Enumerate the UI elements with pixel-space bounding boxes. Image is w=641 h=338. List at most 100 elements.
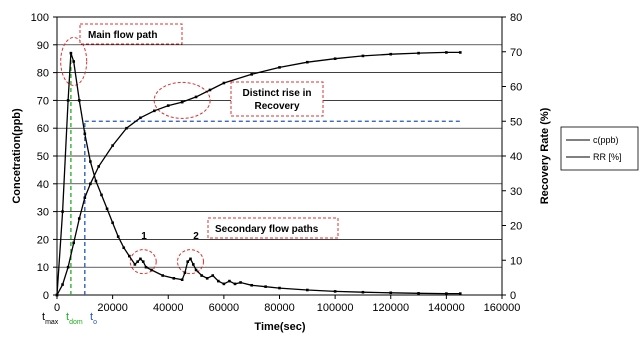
series-point-0	[77, 99, 81, 102]
series-point-0	[278, 286, 281, 290]
series-point-1	[125, 126, 128, 130]
series-point-0	[183, 271, 187, 275]
x-tick-label: 80000	[264, 302, 295, 314]
series-point-1	[111, 144, 114, 147]
series-point-0	[100, 193, 103, 197]
series-point-1	[194, 95, 198, 99]
y-left-tick-label: 10	[37, 262, 49, 274]
series-point-0	[133, 263, 137, 266]
y-right-axis-ticks: 0 10 20 30 40 50 60 70 80	[502, 12, 522, 302]
annotation-distinct-rise-line2: Recovery	[254, 101, 299, 112]
series-point-0	[211, 274, 215, 277]
series-point-1	[222, 81, 226, 85]
circle-peak-1	[129, 249, 157, 275]
y-right-axis-title: Recovery Rate (%)	[539, 107, 551, 204]
series-point-1	[333, 57, 337, 60]
reference-lines	[70, 53, 461, 295]
series-point-0	[69, 51, 73, 55]
series-point-0	[83, 132, 87, 136]
y-right-tick-label: 20	[510, 221, 522, 233]
series-point-0	[191, 263, 195, 266]
x-tick-label: 120000	[372, 302, 409, 314]
series-point-1	[77, 217, 81, 220]
y-left-tick-label: 100	[31, 12, 49, 24]
series-point-0	[61, 210, 64, 213]
y-right-tick-label: 40	[510, 151, 522, 163]
y-left-tick-label: 40	[37, 179, 49, 191]
series-point-0	[116, 235, 120, 238]
series-point-0	[94, 179, 98, 183]
series-point-1	[61, 283, 64, 286]
series-point-0	[217, 279, 220, 283]
series-point-0	[222, 282, 226, 286]
series-point-0	[161, 274, 164, 277]
y-left-tick-label: 70	[37, 95, 49, 107]
series-point-0	[111, 221, 114, 225]
annotation-circles	[60, 36, 211, 275]
series-point-1	[250, 73, 253, 76]
x-tick-label: 40000	[153, 302, 184, 314]
y-left-tick-label: 30	[37, 207, 49, 219]
series-point-0	[333, 290, 337, 293]
legend-item-c: c(ppb)	[593, 135, 619, 145]
series-point-0	[66, 99, 70, 102]
series-point-1	[72, 241, 75, 245]
circle-peak-2	[177, 249, 204, 275]
series-point-1	[445, 51, 448, 54]
circle-main-peak	[60, 36, 88, 86]
series-point-1	[306, 60, 309, 64]
series-point-0	[239, 281, 242, 284]
series-point-1	[208, 88, 212, 92]
x-tick-label: 160000	[484, 302, 521, 314]
y-left-axis-ticks: 0 10 20 30 40 50 60 70 80 90 100	[31, 12, 57, 302]
x-tick-label: 60000	[209, 302, 240, 314]
series-point-1	[153, 109, 156, 113]
annotation-main-flow-path-text: Main flow path	[88, 30, 157, 41]
y-left-tick-label: 60	[37, 123, 49, 135]
y-right-tick-label: 30	[510, 186, 522, 198]
legend-item-rr: RR [%]	[593, 152, 622, 162]
annotation-secondary-flow-paths: Secondary flow paths	[207, 217, 339, 239]
series-point-0	[180, 278, 184, 282]
series-point-1	[389, 52, 393, 56]
y-right-tick-label: 0	[510, 290, 516, 302]
y-right-tick-label: 50	[510, 116, 522, 128]
y-right-tick-label: 80	[510, 12, 522, 24]
series-point-1	[166, 104, 170, 107]
y-right-tick-label: 60	[510, 82, 522, 94]
series-point-0	[150, 268, 153, 272]
series-point-0	[139, 257, 142, 261]
y-left-axis-title: Concetration(ppb)	[11, 108, 23, 204]
series-point-0	[189, 257, 192, 261]
y-left-tick-label: 90	[37, 40, 49, 52]
series-point-0	[306, 288, 309, 292]
series-point-0	[128, 254, 131, 258]
series-point-1	[83, 196, 87, 199]
time-marker-tmax: tmax	[42, 311, 59, 326]
series-point-0	[200, 274, 203, 277]
series-point-1	[55, 293, 59, 297]
series-point-0	[136, 260, 139, 263]
annotation-distinct-rise: Distinct rise in Recovery	[230, 81, 324, 117]
x-tick-label: 140000	[428, 302, 465, 314]
series-line-1	[56, 51, 461, 296]
series-point-1	[89, 182, 92, 186]
annotation-distinct-rise-line1: Distinct rise in	[243, 88, 312, 99]
series-point-0	[144, 265, 148, 269]
series-point-0	[361, 290, 365, 294]
x-axis-title: Time(sec)	[254, 321, 305, 333]
series-point-0	[122, 246, 126, 250]
time-marker-tdom: tdom	[66, 311, 83, 326]
annotation-peak-2: 2	[193, 231, 199, 242]
series-point-1	[139, 116, 142, 120]
series-point-0	[250, 283, 253, 287]
series-point-1	[278, 66, 281, 69]
x-axis-ticks: 0 20000 40000 60000 80000 100000 120000 140000 1…	[54, 295, 520, 314]
grid	[57, 44, 502, 268]
y-left-tick-label: 20	[37, 234, 49, 246]
time-marker-to: to	[90, 311, 97, 326]
series-point-1	[458, 51, 462, 54]
series-point-0	[389, 291, 393, 295]
series-point-1	[66, 265, 70, 269]
